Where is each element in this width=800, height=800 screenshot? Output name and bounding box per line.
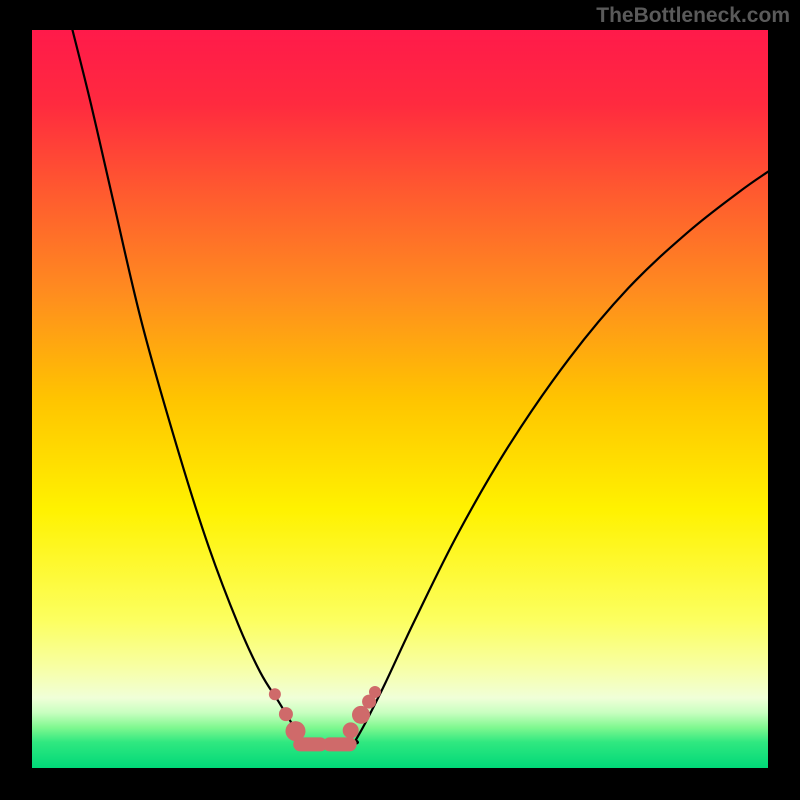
marker-dot [352, 706, 370, 724]
marker-cap [323, 737, 357, 751]
marker-dot [269, 688, 281, 700]
chart-frame: TheBottleneck.com [0, 0, 800, 800]
marker-dot [343, 722, 359, 738]
watermark-text: TheBottleneck.com [596, 4, 790, 28]
marker-cap [293, 737, 327, 751]
bottleneck-chart [0, 0, 800, 800]
marker-dot [279, 707, 293, 721]
plot-background [32, 30, 768, 768]
marker-dot [369, 686, 381, 698]
